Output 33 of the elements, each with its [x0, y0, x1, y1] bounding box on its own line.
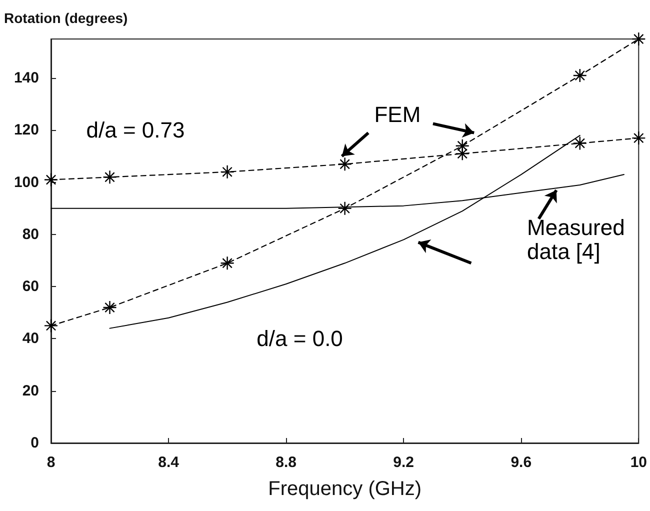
y-tick-label: 60 — [22, 278, 39, 296]
x-tick-label: 8 — [46, 454, 56, 471]
y-tick-label: 140 — [14, 70, 39, 87]
point — [632, 130, 646, 146]
y-tick-label: 80 — [22, 226, 39, 243]
annotation: FEM — [374, 102, 421, 128]
point — [338, 157, 352, 172]
point — [632, 32, 646, 46]
x-tick-label: 8.8 — [276, 454, 296, 471]
point — [220, 164, 234, 180]
y-tick-label: 20 — [22, 382, 39, 400]
point — [102, 300, 117, 315]
y-tick-label: 40 — [22, 330, 39, 348]
x-axis-title: Frequency (GHz) — [268, 478, 422, 500]
point — [572, 68, 587, 83]
point — [102, 170, 117, 184]
point — [338, 201, 352, 216]
point — [455, 146, 470, 161]
y-axis-title: Rotation (degrees) — [4, 10, 128, 26]
y-tick-label: 100 — [14, 174, 39, 191]
y-tick-label: 0 — [30, 434, 39, 452]
y-tick-label: 120 — [14, 122, 39, 139]
point — [220, 256, 234, 270]
point — [44, 318, 58, 333]
point — [44, 172, 58, 187]
x-tick-label: 9.6 — [510, 454, 532, 471]
x-tick-label: 8.4 — [158, 454, 180, 471]
annotation: Measured data [4] — [527, 215, 625, 264]
x-tick-label: 10 — [630, 454, 647, 471]
point — [455, 138, 470, 153]
annotation: d/a = 0.0 — [256, 326, 343, 352]
x-tick-label: 9.2 — [393, 454, 414, 471]
annotation: d/a = 0.73 — [86, 118, 185, 143]
